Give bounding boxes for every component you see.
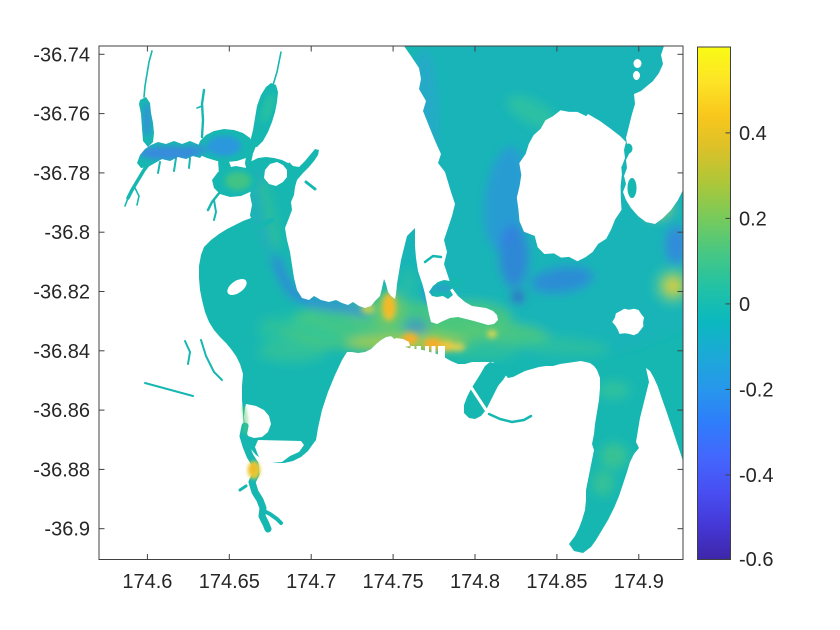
- svg-text:-36.8: -36.8: [44, 222, 90, 244]
- svg-text:-36.78: -36.78: [33, 163, 90, 185]
- svg-text:-36.86: -36.86: [33, 400, 90, 422]
- svg-text:0: 0: [739, 294, 750, 316]
- svg-text:0.2: 0.2: [739, 208, 767, 230]
- svg-text:174.75: 174.75: [363, 571, 424, 593]
- svg-text:174.65: 174.65: [199, 571, 260, 593]
- svg-text:174.7: 174.7: [286, 571, 336, 593]
- svg-text:-0.6: -0.6: [739, 549, 773, 571]
- svg-text:-36.74: -36.74: [33, 44, 90, 66]
- svg-text:-0.4: -0.4: [739, 465, 773, 487]
- svg-text:-36.9: -36.9: [44, 519, 90, 541]
- svg-text:-36.88: -36.88: [33, 459, 90, 481]
- svg-text:174.85: 174.85: [526, 571, 587, 593]
- svg-text:174.6: 174.6: [122, 571, 172, 593]
- svg-text:174.9: 174.9: [614, 571, 664, 593]
- svg-text:-0.2: -0.2: [739, 379, 773, 401]
- svg-text:0.4: 0.4: [739, 123, 767, 145]
- svg-text:-36.82: -36.82: [33, 282, 90, 304]
- svg-text:-36.84: -36.84: [33, 341, 90, 363]
- svg-text:-36.76: -36.76: [33, 104, 90, 126]
- svg-text:174.8: 174.8: [450, 571, 500, 593]
